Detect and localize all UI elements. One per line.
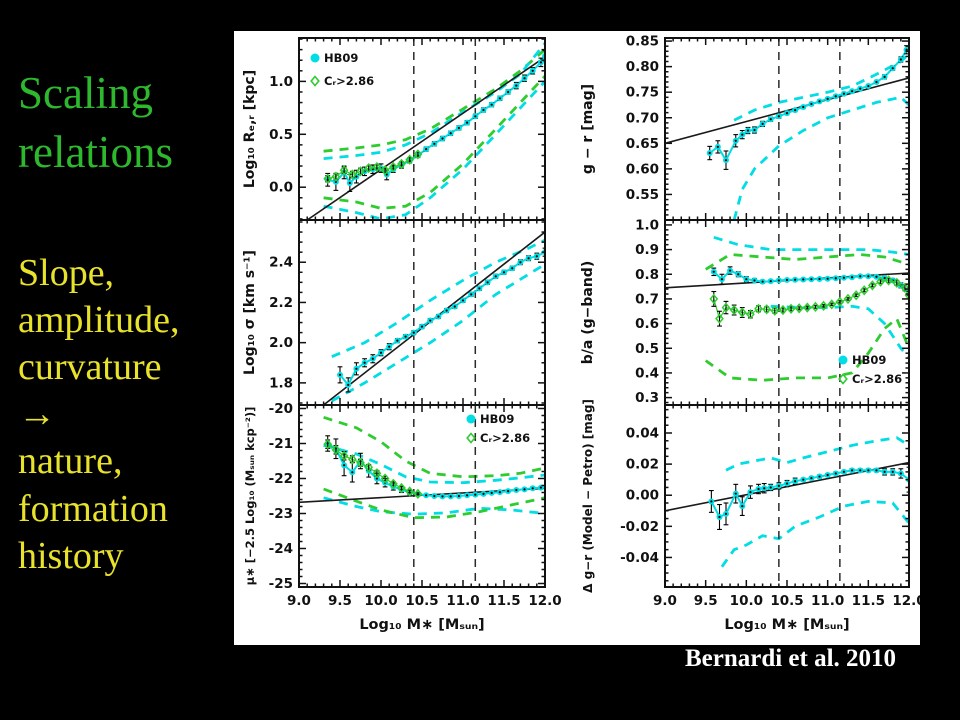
svg-text:Log₁₀ σ [km s⁻¹]: Log₁₀ σ [km s⁻¹] xyxy=(242,250,258,375)
svg-text:-0.04: -0.04 xyxy=(620,550,659,566)
title-line: Scaling xyxy=(18,68,153,118)
subtitle-line: curvature xyxy=(18,346,162,389)
svg-text:10.5: 10.5 xyxy=(770,593,803,609)
svg-text:μ∗ [−2.5 Log₁₀ (Mₛᵤₙ kcp⁻²)]: μ∗ [−2.5 Log₁₀ (Mₛᵤₙ kcp⁻²)] xyxy=(243,407,257,586)
svg-text:b/a (g−band): b/a (g−band) xyxy=(580,261,596,364)
svg-text:0.04: 0.04 xyxy=(626,426,659,442)
svg-text:Δ g−r (Model − Petro) [mag]: Δ g−r (Model − Petro) [mag] xyxy=(581,399,595,593)
svg-text:g − r [mag]: g − r [mag] xyxy=(580,84,596,174)
svg-text:11.0: 11.0 xyxy=(811,593,844,609)
svg-text:Cᵣ>2.86: Cᵣ>2.86 xyxy=(324,74,374,88)
svg-text:11.5: 11.5 xyxy=(852,593,885,609)
svg-text:0.70: 0.70 xyxy=(626,110,659,126)
svg-text:-25: -25 xyxy=(269,576,293,592)
svg-text:0.8: 0.8 xyxy=(635,267,659,283)
svg-text:Log₁₀ M∗ [Mₛᵤₙ]: Log₁₀ M∗ [Mₛᵤₙ] xyxy=(359,617,484,633)
svg-text:0.6: 0.6 xyxy=(635,316,659,332)
svg-text:1.0: 1.0 xyxy=(269,74,293,90)
svg-text:Cᵣ>2.86: Cᵣ>2.86 xyxy=(480,431,530,445)
svg-text:9.5: 9.5 xyxy=(328,593,352,609)
svg-text:0.80: 0.80 xyxy=(626,59,659,75)
svg-text:Log₁₀ Rₑ,ᵣ [kpc]: Log₁₀ Rₑ,ᵣ [kpc] xyxy=(242,70,258,188)
svg-text:0.0: 0.0 xyxy=(269,180,293,196)
subtitle-line: → xyxy=(18,393,56,436)
svg-text:9.5: 9.5 xyxy=(694,593,718,609)
svg-text:0.85: 0.85 xyxy=(626,34,659,50)
svg-text:-0.02: -0.02 xyxy=(620,519,659,535)
slide-subtitle: Slope, amplitude, curvature → nature, fo… xyxy=(18,250,179,580)
citation: Bernardi et al. 2010 xyxy=(684,645,897,672)
slide-title: Scaling relations xyxy=(18,64,173,181)
svg-text:Log₁₀ M∗ [Mₛᵤₙ]: Log₁₀ M∗ [Mₛᵤₙ] xyxy=(724,617,849,633)
svg-text:11.0: 11.0 xyxy=(446,593,479,609)
svg-text:HB09: HB09 xyxy=(324,51,358,65)
svg-text:2.4: 2.4 xyxy=(269,255,293,271)
svg-text:0.60: 0.60 xyxy=(626,161,659,177)
svg-text:10.0: 10.0 xyxy=(730,593,763,609)
svg-text:11.5: 11.5 xyxy=(487,593,520,609)
subtitle-line: amplitude, xyxy=(18,299,180,342)
svg-text:2.0: 2.0 xyxy=(269,335,293,351)
svg-text:-24: -24 xyxy=(269,541,293,557)
svg-text:HB09: HB09 xyxy=(480,412,514,426)
subtitle-line: Slope, xyxy=(18,252,115,294)
svg-text:10.5: 10.5 xyxy=(405,593,438,609)
title-line: relations xyxy=(18,126,173,177)
scaling-relations-figure: 0.0 0.5 1.0 Log₁₀ Rₑ,ᵣ [kpc] HB09 Cᵣ>2.86 1.8 2… xyxy=(234,31,920,645)
svg-text:0.7: 0.7 xyxy=(635,291,659,307)
svg-text:0.55: 0.55 xyxy=(626,187,659,203)
svg-text:0.5: 0.5 xyxy=(269,127,293,143)
svg-text:0.75: 0.75 xyxy=(626,85,659,101)
svg-text:2.2: 2.2 xyxy=(269,295,293,311)
svg-text:0.02: 0.02 xyxy=(626,457,659,473)
svg-text:-22: -22 xyxy=(269,471,293,487)
svg-text:-23: -23 xyxy=(269,506,293,522)
svg-text:0.65: 0.65 xyxy=(626,136,659,152)
svg-text:-21: -21 xyxy=(269,436,293,452)
svg-text:0.4: 0.4 xyxy=(635,365,659,381)
svg-text:12.0: 12.0 xyxy=(528,593,561,609)
svg-text:12.0: 12.0 xyxy=(892,593,920,609)
subtitle-line: history xyxy=(18,534,124,577)
figure-svg: 0.0 0.5 1.0 Log₁₀ Rₑ,ᵣ [kpc] HB09 Cᵣ>2.86 1.8 2… xyxy=(234,31,920,645)
svg-text:0.3: 0.3 xyxy=(635,390,659,406)
svg-text:1.0: 1.0 xyxy=(635,217,659,233)
subtitle-line: formation xyxy=(18,487,168,530)
svg-text:HB09: HB09 xyxy=(852,353,886,367)
svg-text:0.5: 0.5 xyxy=(635,341,659,357)
svg-text:0.00: 0.00 xyxy=(626,488,659,504)
svg-text:10.0: 10.0 xyxy=(364,593,397,609)
svg-text:0.9: 0.9 xyxy=(635,242,659,258)
svg-text:9.0: 9.0 xyxy=(287,593,311,609)
svg-text:Cᵣ>2.86: Cᵣ>2.86 xyxy=(852,372,902,386)
svg-text:1.8: 1.8 xyxy=(269,375,293,391)
subtitle-line: nature, xyxy=(18,440,123,483)
svg-text:-20: -20 xyxy=(269,401,293,417)
svg-text:9.0: 9.0 xyxy=(653,593,677,609)
